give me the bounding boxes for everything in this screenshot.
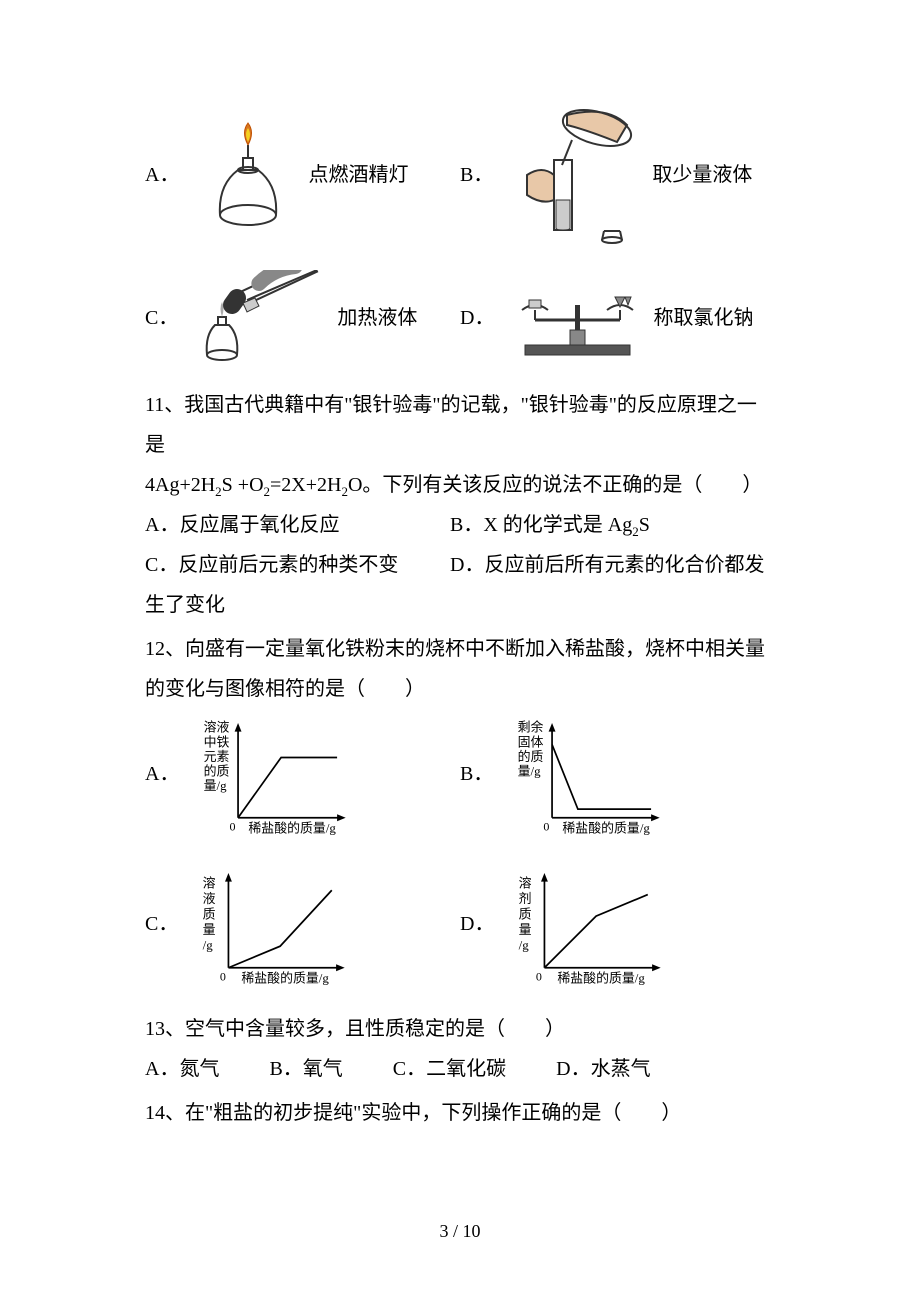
chart-C-icon: 溶 液 质 量 /g 0 稀盐酸的质量/g	[194, 859, 349, 989]
svg-text:稀盐酸的质量/g: 稀盐酸的质量/g	[242, 970, 330, 985]
svg-text:液: 液	[203, 891, 216, 906]
svg-text:质: 质	[519, 907, 532, 922]
q12-option-C: C． 溶 液 质 量 /g 0 稀盐酸的质量/g	[145, 859, 460, 989]
option-label-B: B．	[460, 155, 493, 195]
q12: 12、向盛有一定量氧化铁粉末的烧杯中不断加入稀盐酸，烧杯中相关量的变化与图像相符…	[145, 629, 775, 989]
q12-stem: 12、向盛有一定量氧化铁粉末的烧杯中不断加入稀盐酸，烧杯中相关量的变化与图像相符…	[145, 629, 775, 709]
svg-text:溶: 溶	[519, 876, 532, 891]
balance-scale-icon	[510, 275, 645, 360]
alcohol-lamp-icon	[195, 120, 300, 230]
svg-text:0: 0	[230, 820, 236, 834]
q10-row-2: C． 加热液体 D．	[145, 270, 775, 365]
svg-text:/g: /g	[203, 938, 214, 953]
pour-liquid-icon	[509, 100, 644, 250]
q11-options-row2: C．反应前后元素的种类不变 D．反应前后所有元素的化合价都发生了变化	[145, 545, 775, 625]
q11-option-B: B．X 的化学式是 Ag2S	[450, 514, 650, 536]
q11-equation: 4Ag+2H2S +O2=2X+2H2O。下列有关该反应的说法不正确的是（ ）	[145, 465, 775, 505]
q11-number: 11、	[145, 394, 184, 416]
q12-label-D: D．	[460, 904, 494, 944]
q13-option-B: B．氧气	[269, 1049, 342, 1089]
svg-text:固体: 固体	[518, 734, 544, 749]
option-text-C: 加热液体	[337, 298, 417, 338]
page-number: 3 / 10	[145, 1213, 775, 1249]
q13-option-C: C．二氧化碳	[393, 1049, 506, 1089]
q12-label-C: C．	[145, 904, 178, 944]
option-text-B: 取少量液体	[652, 155, 752, 195]
svg-text:中铁: 中铁	[204, 734, 230, 749]
svg-text:剂: 剂	[519, 891, 532, 906]
q10-option-C: C． 加热液体	[145, 270, 460, 365]
heat-liquid-icon	[194, 270, 329, 365]
q11-options-row1: A．反应属于氧化反应 B．X 的化学式是 Ag2S	[145, 505, 775, 545]
option-text-D: 称取氯化钠	[653, 298, 753, 338]
q14-stem: 14、在"粗盐的初步提纯"实验中，下列操作正确的是（ ）	[145, 1093, 775, 1133]
svg-text:元素: 元素	[204, 749, 230, 764]
svg-text:稀盐酸的质量/g: 稀盐酸的质量/g	[558, 970, 646, 985]
q13-stem: 13、空气中含量较多，且性质稳定的是（ ）	[145, 1009, 775, 1049]
q14-number: 14、	[145, 1102, 185, 1124]
option-label-C: C．	[145, 298, 178, 338]
option-label-D: D．	[460, 298, 494, 338]
q10-option-A: A． 点燃酒精灯	[145, 120, 460, 230]
svg-text:/g: /g	[519, 938, 530, 953]
svg-text:的质: 的质	[518, 749, 544, 764]
svg-text:量: 量	[203, 922, 216, 937]
svg-text:稀盐酸的质量/g: 稀盐酸的质量/g	[563, 820, 651, 835]
svg-text:溶: 溶	[203, 876, 216, 891]
svg-text:量/g: 量/g	[204, 778, 227, 793]
svg-text:稀盐酸的质量/g: 稀盐酸的质量/g	[249, 820, 337, 835]
q12-charts-row-2: C． 溶 液 质 量 /g 0 稀盐酸的质量/g D．	[145, 859, 775, 989]
svg-text:量/g: 量/g	[518, 764, 541, 779]
q11-option-A: A．反应属于氧化反应	[145, 505, 445, 545]
q13-options: A．氮气 B．氧气 C．二氧化碳 D．水蒸气	[145, 1049, 775, 1089]
q12-charts-row-1: A． 溶液 中铁 元素 的质 量/g 0 稀盐酸的质量/g	[145, 709, 775, 839]
chart-B-icon: 剩余 固体 的质 量/g 0 稀盐酸的质量/g	[509, 709, 664, 839]
q11-stem-line1: 我国古代典籍中有"银针验毒"的记载，"银针验毒"的反应原理之一是	[145, 394, 757, 456]
q12-option-A: A． 溶液 中铁 元素 的质 量/g 0 稀盐酸的质量/g	[145, 709, 460, 839]
q11-stem: 11、我国古代典籍中有"银针验毒"的记载，"银针验毒"的反应原理之一是	[145, 385, 775, 465]
q11-option-C: C．反应前后元素的种类不变	[145, 545, 445, 585]
q12-label-A: A．	[145, 754, 179, 794]
q12-label-B: B．	[460, 754, 493, 794]
chart-A-icon: 溶液 中铁 元素 的质 量/g 0 稀盐酸的质量/g	[195, 709, 350, 839]
svg-text:0: 0	[220, 970, 226, 984]
q13-option-A: A．氮气	[145, 1049, 219, 1089]
q11: 11、我国古代典籍中有"银针验毒"的记载，"银针验毒"的反应原理之一是 4Ag+…	[145, 385, 775, 625]
q13-option-D: D．水蒸气	[556, 1049, 650, 1089]
q12-option-D: D． 溶 剂 质 量 /g 0 稀盐酸的质量/g	[460, 859, 775, 989]
q13: 13、空气中含量较多，且性质稳定的是（ ） A．氮气 B．氧气 C．二氧化碳 D…	[145, 1009, 775, 1089]
q12-stem-text: 向盛有一定量氧化铁粉末的烧杯中不断加入稀盐酸，烧杯中相关量的变化与图像相符的是（…	[145, 638, 765, 700]
svg-text:0: 0	[544, 820, 550, 834]
q10-option-B: B． 取少量液体	[460, 100, 775, 250]
q10-option-D: D． 称取氯化钠	[460, 275, 775, 360]
svg-text:质: 质	[203, 907, 216, 922]
svg-text:的质: 的质	[204, 764, 230, 779]
svg-text:剩余: 剩余	[518, 720, 544, 735]
q13-stem-text: 空气中含量较多，且性质稳定的是（ ）	[185, 1018, 565, 1040]
svg-text:量: 量	[519, 922, 532, 937]
svg-text:溶液: 溶液	[204, 720, 230, 735]
option-text-A: 点燃酒精灯	[308, 155, 408, 195]
q12-option-B: B． 剩余 固体 的质 量/g 0 稀盐酸的质量/g	[460, 709, 775, 839]
q13-number: 13、	[145, 1018, 185, 1040]
svg-text:0: 0	[536, 970, 542, 984]
chart-D-icon: 溶 剂 质 量 /g 0 稀盐酸的质量/g	[510, 859, 665, 989]
q14: 14、在"粗盐的初步提纯"实验中，下列操作正确的是（ ）	[145, 1093, 775, 1133]
q12-number: 12、	[145, 638, 185, 660]
q14-stem-text: 在"粗盐的初步提纯"实验中，下列操作正确的是（ ）	[185, 1102, 681, 1124]
option-label-A: A．	[145, 155, 179, 195]
q10-row-1: A． 点燃酒精灯 B．	[145, 100, 775, 250]
